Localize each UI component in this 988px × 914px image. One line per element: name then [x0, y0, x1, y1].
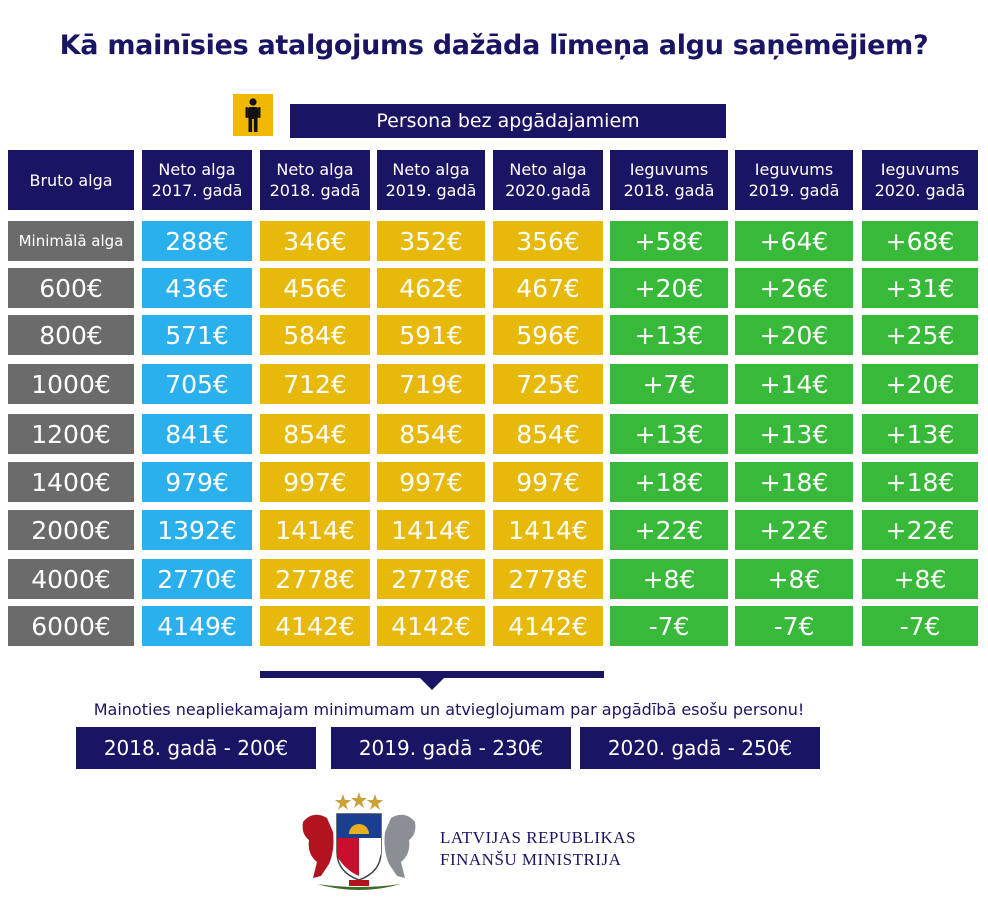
column-header: Ieguvums 2018. gadā: [610, 150, 728, 210]
table-cell: -7€: [862, 606, 978, 646]
year-box-2018: 2018. gadā - 200€: [76, 727, 316, 769]
table-cell: 997€: [493, 462, 603, 502]
table-cell: +25€: [862, 315, 978, 355]
table-cell: 467€: [493, 268, 603, 308]
year-box-2019: 2019. gadā - 230€: [331, 727, 571, 769]
table-cell: +8€: [862, 559, 978, 599]
table-cell: 2000€: [8, 510, 134, 550]
person-icon: [233, 94, 273, 136]
table-cell: 596€: [493, 315, 603, 355]
table-cell: 712€: [260, 364, 370, 404]
ministry-line-2: FINANŠU MINISTRIJA: [440, 850, 622, 869]
table-cell: 4142€: [493, 606, 603, 646]
table-cell: +31€: [862, 268, 978, 308]
table-cell: +13€: [862, 414, 978, 454]
table-cell: 584€: [260, 315, 370, 355]
bracket-bar: [260, 671, 604, 678]
table-cell: 854€: [260, 414, 370, 454]
column-header: Neto alga 2018. gadā: [260, 150, 370, 210]
column-header: Neto alga 2020.gadā: [493, 150, 603, 210]
table-cell: 841€: [142, 414, 252, 454]
table-cell: 2778€: [493, 559, 603, 599]
table-cell: 2778€: [260, 559, 370, 599]
table-cell: Minimālā alga: [8, 221, 134, 261]
table-cell: 4000€: [8, 559, 134, 599]
table-cell: 854€: [377, 414, 485, 454]
table-cell: +20€: [735, 315, 853, 355]
table-cell: +20€: [862, 364, 978, 404]
table-cell: 436€: [142, 268, 252, 308]
table-cell: 1414€: [493, 510, 603, 550]
table-cell: 979€: [142, 462, 252, 502]
table-cell: 288€: [142, 221, 252, 261]
table-cell: +14€: [735, 364, 853, 404]
table-cell: 1200€: [8, 414, 134, 454]
table-cell: 2770€: [142, 559, 252, 599]
table-cell: 997€: [377, 462, 485, 502]
table-cell: 352€: [377, 221, 485, 261]
table-cell: 356€: [493, 221, 603, 261]
column-header: Bruto alga: [8, 150, 134, 210]
table-cell: 1414€: [260, 510, 370, 550]
table-cell: +64€: [735, 221, 853, 261]
table-cell: 4142€: [260, 606, 370, 646]
persona-banner: Persona bez apgādajamiem: [290, 104, 726, 138]
table-cell: +18€: [735, 462, 853, 502]
table-cell: 6000€: [8, 606, 134, 646]
table-cell: 456€: [260, 268, 370, 308]
table-cell: 4142€: [377, 606, 485, 646]
table-cell: 346€: [260, 221, 370, 261]
table-cell: +20€: [610, 268, 728, 308]
table-cell: +13€: [610, 315, 728, 355]
table-cell: +58€: [610, 221, 728, 261]
table-cell: 1414€: [377, 510, 485, 550]
coat-of-arms-icon: [293, 792, 425, 896]
table-cell: 591€: [377, 315, 485, 355]
note-text: Mainoties neapliekamajam minimumam un at…: [93, 700, 805, 719]
column-header: Neto alga 2017. gadā: [142, 150, 252, 210]
table-cell: 1000€: [8, 364, 134, 404]
table-cell: 997€: [260, 462, 370, 502]
column-header: Ieguvums 2020. gadā: [862, 150, 978, 210]
table-cell: 854€: [493, 414, 603, 454]
ministry-name: LATVIJAS REPUBLIKAS FINANŠU MINISTRIJA: [440, 827, 636, 871]
table-cell: 1392€: [142, 510, 252, 550]
table-cell: +26€: [735, 268, 853, 308]
table-cell: 800€: [8, 315, 134, 355]
table-cell: -7€: [610, 606, 728, 646]
table-cell: +8€: [610, 559, 728, 599]
table-cell: +22€: [862, 510, 978, 550]
table-cell: +18€: [862, 462, 978, 502]
table-cell: +13€: [610, 414, 728, 454]
table-cell: 725€: [493, 364, 603, 404]
table-cell: 705€: [142, 364, 252, 404]
bracket-arrow: [420, 678, 444, 690]
column-header: Ieguvums 2019. gadā: [735, 150, 853, 210]
table-cell: +7€: [610, 364, 728, 404]
table-cell: 719€: [377, 364, 485, 404]
table-cell: -7€: [735, 606, 853, 646]
table-cell: 4149€: [142, 606, 252, 646]
table-cell: +18€: [610, 462, 728, 502]
year-box-2020: 2020. gadā - 250€: [580, 727, 820, 769]
table-cell: +22€: [610, 510, 728, 550]
table-cell: 462€: [377, 268, 485, 308]
table-cell: +13€: [735, 414, 853, 454]
table-cell: 571€: [142, 315, 252, 355]
table-cell: +68€: [862, 221, 978, 261]
table-cell: 600€: [8, 268, 134, 308]
page-title: Kā mainīsies atalgojums dažāda līmeņa al…: [59, 30, 929, 61]
column-header: Neto alga 2019. gadā: [377, 150, 485, 210]
table-cell: 1400€: [8, 462, 134, 502]
table-cell: +8€: [735, 559, 853, 599]
table-cell: 2778€: [377, 559, 485, 599]
table-cell: +22€: [735, 510, 853, 550]
ministry-line-1: LATVIJAS REPUBLIKAS: [440, 828, 637, 847]
